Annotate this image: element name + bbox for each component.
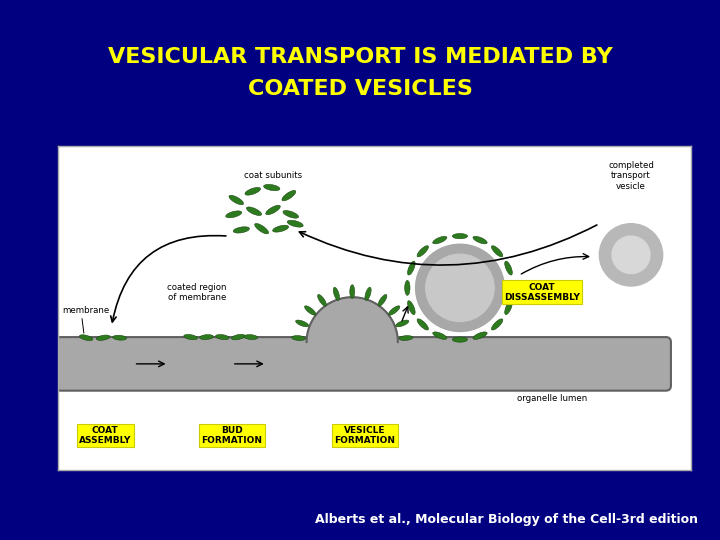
Text: organelle lumen: organelle lumen [517, 394, 587, 403]
Ellipse shape [246, 207, 261, 215]
Text: coat subunits: coat subunits [244, 171, 302, 180]
Ellipse shape [231, 334, 245, 340]
Ellipse shape [473, 237, 487, 244]
Text: VESICULAR TRANSPORT IS MEDIATED BY: VESICULAR TRANSPORT IS MEDIATED BY [107, 46, 613, 67]
Ellipse shape [452, 337, 467, 342]
Ellipse shape [433, 237, 447, 244]
Ellipse shape [199, 335, 213, 340]
Ellipse shape [226, 211, 242, 218]
Ellipse shape [184, 334, 197, 340]
Ellipse shape [396, 320, 409, 327]
Ellipse shape [408, 261, 415, 275]
Ellipse shape [365, 287, 371, 300]
Text: COAT
DISSASSEMBLY: COAT DISSASSEMBLY [505, 282, 580, 302]
Text: COATED VESICLES: COATED VESICLES [248, 79, 472, 99]
Ellipse shape [245, 187, 261, 195]
Text: completed
transport
vesicle: completed transport vesicle [608, 161, 654, 191]
Ellipse shape [492, 246, 503, 257]
FancyBboxPatch shape [55, 337, 671, 390]
Ellipse shape [452, 233, 467, 239]
Text: Alberts et al., Molecular Biology of the Cell-3rd edition: Alberts et al., Molecular Biology of the… [315, 514, 698, 526]
Ellipse shape [255, 224, 269, 234]
Ellipse shape [378, 294, 387, 306]
Text: COAT
ASSEMBLY: COAT ASSEMBLY [79, 426, 131, 445]
Ellipse shape [318, 294, 326, 306]
Ellipse shape [305, 306, 316, 315]
Ellipse shape [505, 301, 513, 315]
Text: BUD
FORMATION: BUD FORMATION [202, 426, 262, 445]
Ellipse shape [505, 261, 513, 275]
Ellipse shape [96, 335, 110, 340]
Text: coated region
of membrane: coated region of membrane [167, 282, 227, 302]
Ellipse shape [399, 335, 413, 341]
Ellipse shape [350, 285, 355, 299]
Polygon shape [307, 297, 398, 342]
Ellipse shape [283, 211, 299, 218]
Ellipse shape [292, 335, 305, 341]
Ellipse shape [296, 320, 309, 327]
Text: VESICLE
FORMATION: VESICLE FORMATION [334, 426, 395, 445]
Ellipse shape [215, 334, 229, 340]
Ellipse shape [510, 280, 516, 295]
Ellipse shape [408, 301, 415, 315]
Ellipse shape [333, 287, 340, 300]
Ellipse shape [233, 227, 249, 233]
Ellipse shape [282, 191, 296, 201]
Ellipse shape [266, 205, 280, 215]
Ellipse shape [417, 246, 428, 257]
Ellipse shape [492, 319, 503, 330]
Ellipse shape [389, 306, 400, 315]
Ellipse shape [229, 195, 243, 205]
Ellipse shape [273, 225, 289, 232]
Text: membrane: membrane [63, 306, 110, 315]
Circle shape [612, 236, 650, 274]
Ellipse shape [287, 220, 303, 227]
Ellipse shape [244, 335, 258, 340]
Ellipse shape [473, 332, 487, 339]
Ellipse shape [417, 319, 428, 330]
Circle shape [599, 224, 662, 286]
Ellipse shape [405, 280, 410, 295]
Ellipse shape [264, 185, 280, 191]
Ellipse shape [433, 332, 447, 339]
Ellipse shape [113, 335, 127, 340]
Circle shape [415, 244, 504, 332]
Ellipse shape [79, 335, 93, 341]
Circle shape [426, 254, 494, 321]
